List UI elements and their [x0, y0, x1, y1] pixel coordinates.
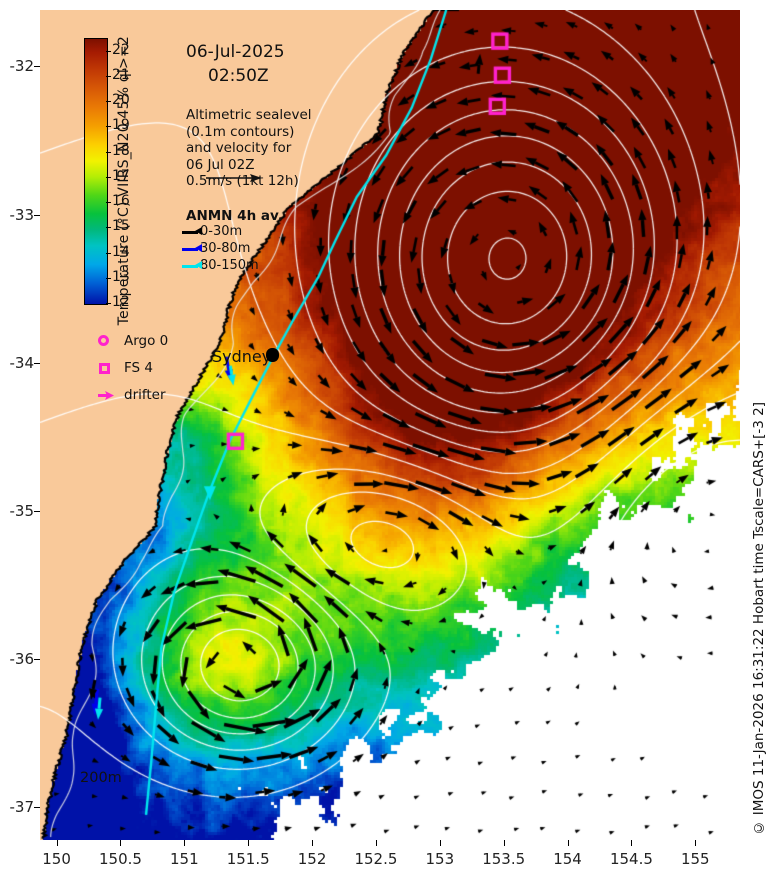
x-axis-tick-label: 151 — [170, 850, 199, 868]
description-line-1: Altimetric sealevel — [186, 107, 312, 123]
x-axis-tick-label: 154 — [553, 850, 582, 868]
date-time-block: 06-Jul-2025 02:50Z — [186, 40, 285, 88]
x-axis-tick — [439, 840, 441, 846]
y-axis-tick — [34, 807, 40, 809]
x-axis-tick — [184, 840, 186, 846]
x-axis-tick-label: 155 — [680, 850, 710, 868]
colorbar-tick-label: 17 — [112, 167, 130, 184]
colorbar-tick-label: 14 — [112, 243, 130, 260]
y-axis-tick-label: -36 — [9, 650, 35, 669]
anmn-swatch-icon — [182, 231, 198, 234]
x-axis-tick — [567, 840, 569, 846]
y-axis-tick — [34, 510, 40, 512]
anmn-swatch-icon — [182, 265, 198, 268]
anmn-arrowhead-icon — [195, 244, 202, 252]
x-axis-tick-label: 150.5 — [98, 850, 142, 868]
anmn-legend-item-2: 80-150m — [182, 258, 259, 273]
y-axis-tick-label: -32 — [9, 57, 35, 76]
x-axis-tick-label: 153 — [425, 850, 455, 868]
x-axis-tick — [503, 840, 505, 846]
anmn-legend-label-0: 0-30m — [200, 224, 243, 239]
x-axis-tick-label: 152 — [297, 850, 327, 868]
marker-legend-label-drifter: drifter — [124, 387, 166, 403]
colorbar-tick-label: 20 — [112, 92, 130, 109]
colorbar-tick-label: 18 — [112, 142, 130, 159]
anmn-legend-item-1: 30-80m — [182, 241, 251, 256]
x-axis-tick — [120, 840, 122, 846]
colorbar-tick-label: 21 — [112, 66, 130, 83]
description-line-5: 0.5m/s (1kt 12h) — [186, 173, 299, 189]
x-axis-tick — [312, 840, 314, 846]
colorbar-tick — [106, 101, 111, 103]
anmn-arrowhead-icon — [195, 227, 202, 235]
y-axis-tick — [34, 214, 40, 216]
anmn-legend-label-1: 30-80m — [200, 241, 251, 256]
colorbar-tick — [106, 176, 111, 178]
description-line-4: 06 Jul 02Z — [186, 156, 255, 173]
depth-contour-label: 200m — [80, 770, 122, 786]
city-marker-dot-icon — [266, 348, 279, 362]
colorbar-tick-label: 12 — [112, 294, 130, 310]
colorbar-tick — [106, 277, 111, 279]
drifter-arrow-icon — [98, 391, 114, 400]
y-axis-tick — [34, 659, 40, 661]
x-axis-tick-label: 154.5 — [609, 850, 653, 868]
y-axis-tick-label: -34 — [9, 353, 35, 372]
y-axis-tick-label: -35 — [9, 501, 35, 520]
description-line-2: (0.1m contours) — [186, 123, 295, 140]
x-axis-tick — [695, 840, 697, 846]
velocity-scale-arrow-icon — [206, 174, 262, 182]
y-axis-tick — [34, 66, 40, 68]
time-label: 02:50Z — [208, 66, 269, 86]
anmn-legend-item-0: 0-30m — [182, 224, 243, 239]
colorbar-tick — [106, 303, 111, 304]
colorbar-tick — [106, 202, 111, 204]
x-axis-tick — [248, 840, 250, 846]
colorbar-tick — [106, 151, 111, 153]
y-axis-tick-label: -37 — [9, 798, 35, 817]
square-marker-icon — [99, 363, 110, 374]
anmn-arrowhead-icon — [195, 261, 202, 269]
x-axis-tick-label: 151.5 — [226, 850, 270, 868]
credit-text: © IMOS 11-Jan-2026 16:31:22 Hobart time … — [751, 402, 767, 836]
anmn-legend-label-2: 80-150m — [200, 258, 259, 273]
colorbar-tick-label: 15 — [112, 218, 130, 235]
x-axis-tick-label: 152.5 — [354, 850, 398, 868]
x-axis-tick — [56, 840, 58, 846]
x-axis-tick — [631, 840, 633, 846]
map-plot-area[interactable]: Temperature (°C) VIIRS_N20 45% ql>=2 06-… — [40, 10, 740, 840]
marker-legend-label-fs: FS 4 — [124, 360, 153, 376]
city-label-sydney: Sydney — [212, 347, 272, 366]
x-axis-tick-label: 153.5 — [482, 850, 526, 868]
colorbar-tick-label: 16 — [112, 193, 130, 210]
marker-legend: Argo 0 FS 4 drifter — [98, 328, 168, 409]
marker-legend-item-drifter: drifter — [98, 382, 168, 409]
colorbar-tick — [106, 75, 111, 77]
contour-and-vector-overlay-canvas — [40, 10, 740, 840]
colorbar-tick — [106, 252, 111, 254]
anmn-swatch-icon — [182, 248, 198, 251]
description-block: Altimetric sealevel (0.1m contours) and … — [186, 107, 312, 190]
colorbar-tick-label: 19 — [112, 117, 130, 134]
marker-legend-item-argo: Argo 0 — [98, 328, 168, 355]
y-axis-tick — [34, 362, 40, 364]
colorbar — [84, 38, 108, 305]
date-label: 06-Jul-2025 — [186, 42, 285, 62]
colorbar-tick-label: 13 — [112, 268, 130, 285]
x-axis-tick — [375, 840, 377, 846]
colorbar-tick — [106, 227, 111, 229]
colorbar-tick — [106, 50, 111, 52]
colorbar-tick — [106, 126, 111, 128]
y-axis-tick-label: -33 — [9, 205, 35, 224]
x-axis-tick-label: 150 — [42, 850, 71, 868]
marker-legend-item-fs: FS 4 — [98, 355, 168, 382]
colorbar-tick-label: 22 — [112, 41, 130, 58]
circle-marker-icon — [98, 335, 109, 346]
anmn-legend-title: ANMN 4h av. — [186, 208, 283, 224]
description-line-3: and velocity for — [186, 140, 292, 156]
marker-legend-label-argo: Argo 0 — [124, 333, 169, 349]
